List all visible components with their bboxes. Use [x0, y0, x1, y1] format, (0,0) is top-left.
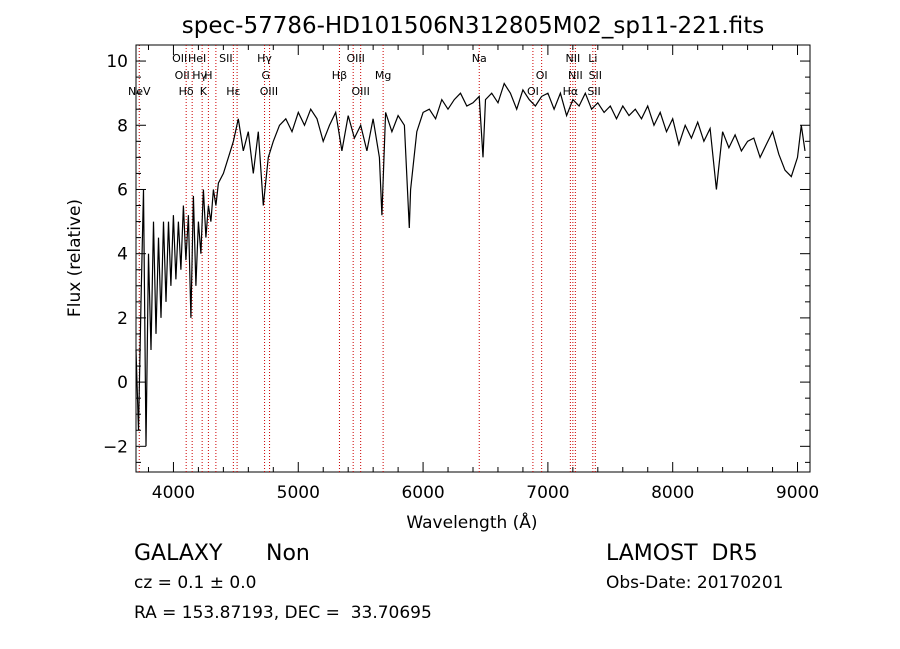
- spectral-line-label: SII: [219, 52, 232, 65]
- x-tick-label: 5000: [277, 483, 320, 503]
- y-tick-label: 0: [117, 373, 128, 393]
- spectral-line-label: OII: [175, 69, 190, 82]
- spectral-line-label: Li: [588, 52, 597, 65]
- redshift-cz: cz = 0.1 ± 0.0: [134, 573, 257, 593]
- spectral-line-label: HeI: [188, 52, 206, 65]
- spectral-line-label: NII: [568, 69, 583, 82]
- spectral-line-label: Hγ: [257, 52, 272, 65]
- object-subclass: Non: [266, 541, 310, 566]
- chart-title: spec-57786-HD101506N312805M02_sp11-221.f…: [182, 13, 764, 39]
- spectral-line-label: NeV: [128, 85, 151, 98]
- spectral-line-label: G: [262, 69, 271, 82]
- spectral-line-label: Hε: [226, 85, 240, 98]
- marker-lines: [138, 45, 596, 472]
- x-tick-label: 8000: [651, 483, 694, 503]
- spectral-line-label: OIII: [351, 85, 369, 98]
- survey-release: LAMOST DR5: [606, 541, 758, 566]
- y-tick-label: 2: [117, 309, 128, 329]
- y-tick-label: 6: [117, 180, 128, 200]
- spectral-line-label: SII: [589, 69, 602, 82]
- spectral-line-label: Hα: [563, 85, 579, 98]
- spectral-line-label: OI: [527, 85, 539, 98]
- spectral-line-label: Hδ: [179, 85, 194, 98]
- x-tick-label: 6000: [401, 483, 444, 503]
- spectral-line-label: H: [204, 69, 212, 82]
- spectral-line-label: K: [200, 85, 208, 98]
- y-tick-label: −2: [103, 437, 128, 457]
- y-axis-label: Flux (relative): [65, 199, 85, 317]
- spectral-line-label: OII: [172, 52, 187, 65]
- spectral-line-label: Hγ: [192, 69, 207, 82]
- spectral-line-label: Hβ: [332, 69, 347, 82]
- x-tick-label: 7000: [526, 483, 569, 503]
- ra-dec-coordinates: RA = 153.87193, DEC = 33.70695: [134, 603, 432, 623]
- object-class: GALAXY: [134, 541, 223, 566]
- y-tick-label: 10: [106, 52, 128, 72]
- spectral-line-label: Mg: [375, 69, 391, 82]
- x-axis-ticks: 4000 5000 6000 7000 8000 9000: [147, 45, 819, 503]
- x-tick-label: 4000: [152, 483, 195, 503]
- y-tick-label: 8: [117, 116, 128, 136]
- x-axis-label: Wavelength (Å): [406, 511, 537, 533]
- spectral-line-label: OI: [536, 69, 548, 82]
- spectral-line-label: Na: [472, 52, 487, 65]
- y-tick-label: 4: [117, 245, 128, 265]
- y-axis-ticks: −2 0 2 4 6 8 10: [103, 44, 810, 463]
- x-tick-label: 9000: [776, 483, 819, 503]
- observation-date: Obs-Date: 20170201: [606, 573, 784, 593]
- marker-labels: NeV OII OII Hδ HeI Hγ KH SII Hε Hγ G OIII Hβ OIII OIII…: [128, 52, 602, 98]
- spectral-line-label: OIII: [346, 52, 364, 65]
- spectral-line-label: SII: [587, 85, 600, 98]
- spectrum-line: [135, 82, 806, 447]
- spectral-line-label: NII: [565, 52, 580, 65]
- spectral-line-label: OIII: [260, 85, 278, 98]
